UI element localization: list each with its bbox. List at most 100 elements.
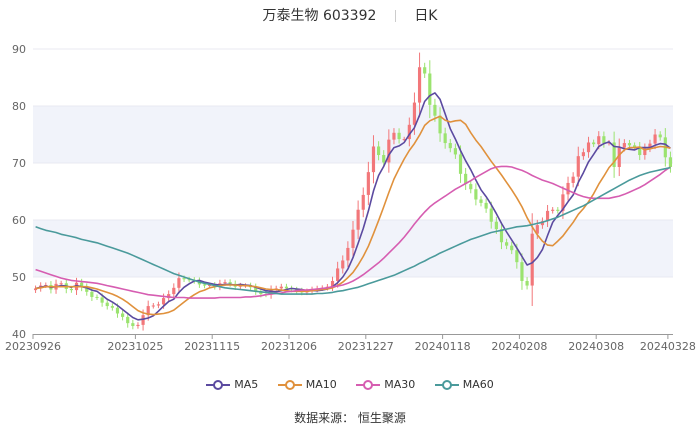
legend-item-ma10[interactable]: MA10 (277, 378, 337, 391)
y-axis: 40 50 60 70 80 90 (12, 43, 26, 341)
candle-body (202, 284, 207, 286)
y-tick-label: 50 (12, 271, 26, 284)
candle (402, 136, 406, 142)
candle (479, 196, 483, 207)
candle (633, 142, 637, 150)
candle (525, 277, 529, 290)
candle-body (653, 134, 657, 144)
candle-body (566, 182, 570, 195)
candle (33, 285, 38, 293)
candle-body (330, 280, 335, 287)
candle (643, 143, 647, 160)
candle-body (346, 247, 350, 261)
candle-body (633, 145, 637, 148)
candle-body (228, 282, 232, 284)
candle-body (141, 315, 145, 325)
candle (156, 301, 161, 309)
candle-body (586, 142, 591, 153)
candle (540, 217, 545, 229)
candle-body (438, 115, 442, 134)
candle (505, 238, 509, 250)
candle (136, 322, 140, 329)
candle (545, 205, 550, 228)
legend: MA5 MA10 MA30 MA60 (0, 378, 700, 394)
candle-body (510, 245, 514, 251)
candle-body (515, 250, 519, 263)
period-label: 日K (414, 8, 438, 24)
candle (668, 151, 673, 173)
candle (510, 241, 514, 255)
candle (581, 148, 585, 160)
x-tick-label: 20240308 (568, 340, 624, 353)
candle-body (223, 282, 227, 284)
candle-body (638, 147, 642, 156)
candle-body (576, 156, 580, 177)
x-tick-label: 20231227 (338, 340, 394, 353)
candle-body (412, 102, 417, 125)
legend-symbol-ma30 (356, 379, 381, 390)
band-70 (33, 106, 673, 163)
candle-body (592, 142, 596, 145)
candle (341, 255, 345, 274)
candle-body (208, 284, 212, 286)
candle (85, 283, 89, 296)
candle-body (617, 147, 621, 167)
candle-body (545, 210, 550, 222)
candle-body (136, 324, 140, 327)
candle (576, 146, 580, 187)
candle-body (279, 286, 283, 289)
candle (417, 52, 422, 118)
candle-body (126, 316, 130, 324)
legend-item-ma5[interactable]: MA5 (206, 378, 258, 391)
candle (172, 283, 176, 299)
candle-body (474, 189, 478, 200)
candle-body (105, 302, 109, 307)
grid-lines (33, 48, 673, 278)
stock-code: 603392 (322, 8, 377, 24)
x-tick-label: 20240118 (415, 340, 471, 353)
candle (387, 129, 391, 173)
candle-body (627, 143, 632, 146)
candle-body (540, 221, 545, 226)
candle (187, 276, 191, 283)
candle (571, 172, 575, 188)
candle-body (151, 305, 155, 307)
candle-body (90, 291, 94, 297)
candle-body (469, 184, 473, 190)
candle-body (387, 139, 391, 163)
candle-body (254, 287, 258, 292)
candle-body (131, 323, 135, 327)
candle (121, 310, 125, 321)
legend-item-ma60[interactable]: MA60 (434, 378, 494, 391)
candle-body (551, 209, 555, 211)
ma60-line (35, 166, 671, 295)
candle-body (269, 289, 273, 295)
candle-body (581, 152, 585, 157)
candle (361, 187, 365, 218)
candle-body (505, 242, 509, 246)
candle-body (622, 143, 626, 148)
candle (602, 131, 606, 148)
candle (351, 221, 355, 257)
stock-name: 万泰生物 (262, 8, 319, 24)
legend-item-ma30[interactable]: MA30 (356, 378, 415, 391)
candle (617, 138, 621, 177)
moving-average-lines (35, 92, 671, 321)
candle-body (284, 286, 289, 289)
candle-body (602, 136, 606, 144)
candle-body (182, 278, 186, 280)
candle-body (648, 143, 652, 149)
legend-label-ma60: MA60 (462, 378, 494, 391)
candle-body (85, 287, 89, 292)
candle-body (561, 194, 565, 211)
y-tick-label: 60 (12, 214, 26, 227)
candle (438, 107, 442, 142)
y-tick-label: 40 (12, 328, 26, 341)
candle (407, 117, 411, 147)
x-tick-label: 20231025 (107, 340, 163, 353)
legend-label-ma5: MA5 (234, 378, 259, 391)
candle-body (597, 136, 601, 145)
candle-body (371, 146, 376, 173)
candle-body (494, 221, 498, 230)
candle (377, 141, 381, 161)
